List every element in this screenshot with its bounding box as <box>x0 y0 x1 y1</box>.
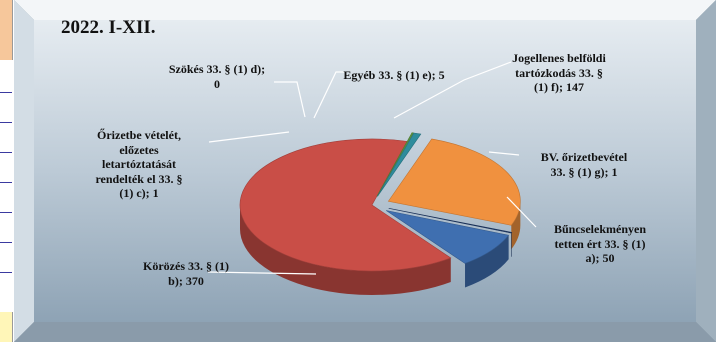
left-strip-gridline <box>0 212 12 213</box>
leader-line <box>313 71 344 119</box>
left-strip <box>0 0 14 342</box>
frame-bevel-bottom <box>14 322 716 342</box>
pie-slice <box>239 138 452 272</box>
pie-slice <box>376 132 414 197</box>
leader-line <box>506 196 537 228</box>
pie-slice <box>377 132 422 197</box>
slice-data-label: Szökés 33. § (1) d); 0 <box>168 62 266 91</box>
left-strip-gridline <box>0 182 12 183</box>
pie-slice-side <box>511 232 512 258</box>
left-strip-gridline <box>0 272 12 273</box>
left-strip-gridline <box>0 242 12 243</box>
frame-bevel-left <box>14 0 34 342</box>
pie-slice-side <box>511 201 521 250</box>
slice-data-label: Egyéb 33. § (1) e); 5 <box>343 68 445 82</box>
left-strip-gridline <box>0 152 12 153</box>
slice-data-label: Bűncselekményen tetten ért 33. § (1) a);… <box>553 222 646 265</box>
chart-title: 2022. I-XII. <box>61 17 156 38</box>
slice-data-label: Jogellenes belföldi tartózkodás 33. § (1… <box>512 51 606 94</box>
leader-line <box>393 61 512 119</box>
pie-slice-side <box>465 235 509 288</box>
leader-line <box>207 271 317 275</box>
left-strip-top-cell <box>0 0 13 60</box>
left-strip-bottom-cell <box>0 312 13 342</box>
leader-line <box>274 81 306 118</box>
pie-slice <box>386 210 510 264</box>
leader-line <box>208 131 290 143</box>
left-strip-gridline <box>0 92 12 93</box>
frame-bevel-top <box>14 0 716 20</box>
slice-data-label: Őrizetbe vételét, előzetes letartóztatás… <box>95 128 183 200</box>
leader-line <box>488 151 520 156</box>
pie-slice <box>387 138 521 226</box>
chart-frame: 2022. I-XII. Bűncselekményen tetten ért … <box>14 0 716 342</box>
frame-bevel-right <box>696 0 716 342</box>
pie-slice <box>388 208 513 234</box>
pie-chart <box>14 0 716 342</box>
slice-data-label: BV. őrizetbevétel 33. § (1) g); 1 <box>540 150 628 179</box>
pie-slice-side <box>240 205 451 295</box>
slice-data-label: Körözés 33. § (1) b); 370 <box>143 259 229 288</box>
left-strip-gridline <box>0 122 12 123</box>
